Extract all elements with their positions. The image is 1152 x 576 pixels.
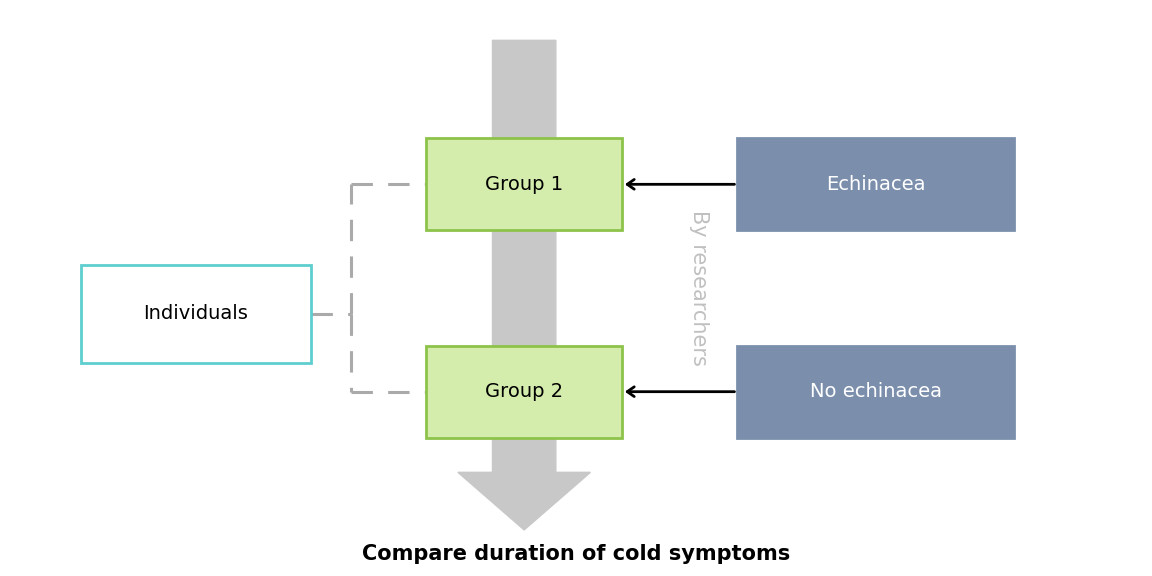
Text: Group 1: Group 1 xyxy=(485,175,563,194)
Text: Individuals: Individuals xyxy=(143,305,249,323)
Text: Echinacea: Echinacea xyxy=(826,175,925,194)
Text: Compare duration of cold symptoms: Compare duration of cold symptoms xyxy=(362,544,790,564)
FancyBboxPatch shape xyxy=(737,346,1014,438)
Text: No echinacea: No echinacea xyxy=(810,382,941,401)
Text: By researchers: By researchers xyxy=(689,210,710,366)
FancyBboxPatch shape xyxy=(426,138,622,230)
Text: Group 2: Group 2 xyxy=(485,382,563,401)
Polygon shape xyxy=(457,40,591,530)
FancyBboxPatch shape xyxy=(737,138,1014,230)
FancyBboxPatch shape xyxy=(426,346,622,438)
FancyBboxPatch shape xyxy=(81,265,311,363)
